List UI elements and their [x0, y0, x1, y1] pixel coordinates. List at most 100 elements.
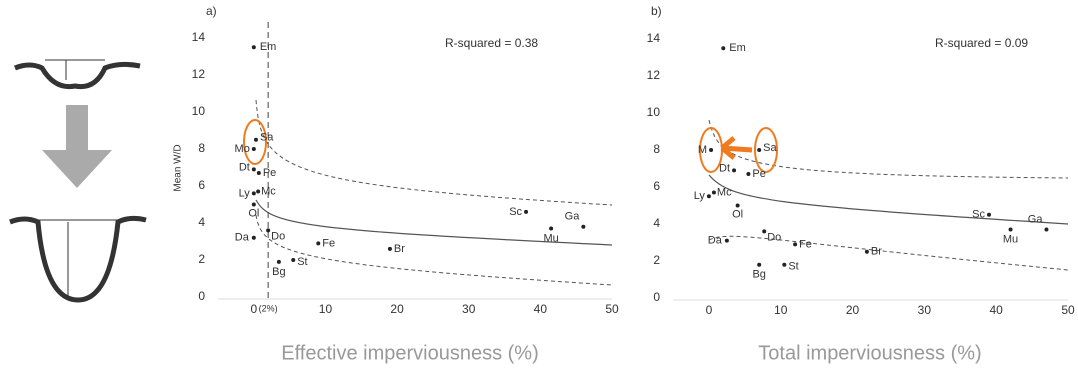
point-label: Dt — [239, 161, 250, 173]
point-label: Mu — [543, 232, 558, 244]
y-tick-label: 2 — [198, 252, 205, 266]
x-tick-label: 0 — [250, 302, 257, 316]
y-tick-label: 12 — [647, 68, 661, 82]
point — [251, 167, 256, 172]
point-label: Mu — [1003, 233, 1018, 245]
point-label: Ly — [694, 190, 706, 202]
annotation: R-squared = 0.09 — [935, 36, 1028, 50]
y-tick-label: 0 — [198, 289, 205, 303]
point-label: Em — [729, 42, 746, 54]
fit-curves-b — [708, 119, 1069, 271]
point-label: Em — [260, 41, 277, 53]
x-tick-label: 20 — [390, 302, 404, 316]
x-tick-label: 30 — [918, 303, 932, 317]
point — [256, 189, 261, 194]
point — [253, 137, 258, 142]
point-label: Mc — [261, 185, 276, 197]
point — [251, 235, 256, 240]
panel-label: a) — [206, 4, 217, 18]
point — [721, 46, 726, 51]
point — [709, 148, 714, 152]
point-label: Bg — [752, 269, 765, 281]
y-tick-label: 0 — [653, 290, 660, 304]
x-tick-label: 40 — [534, 302, 548, 316]
y-tick-label: 6 — [653, 179, 660, 193]
point-label: Mc — [717, 186, 732, 198]
point — [266, 228, 271, 233]
point — [793, 242, 798, 247]
x-tick-label: 50 — [1061, 303, 1075, 317]
point-label: Ga — [565, 211, 581, 223]
x-tick-label: 40 — [990, 303, 1004, 317]
point-label: Sa — [260, 132, 274, 144]
point — [276, 259, 281, 264]
point — [251, 202, 256, 207]
point-label: St — [297, 256, 307, 268]
point-label: Fe — [322, 237, 335, 249]
point — [724, 238, 729, 243]
point — [732, 168, 737, 173]
point-label: Sc — [509, 206, 522, 218]
y-tick-label: 6 — [198, 178, 205, 192]
point — [251, 191, 256, 196]
point — [291, 258, 296, 262]
point — [316, 241, 321, 246]
point — [782, 262, 787, 267]
x-tick-label: 50 — [605, 302, 619, 316]
point-label: Mo — [235, 143, 250, 155]
fit-curves-a — [255, 99, 613, 286]
point-label: Sa — [763, 142, 777, 154]
y-tick-label: 10 — [647, 105, 661, 119]
point-label: Ga — [1028, 213, 1044, 225]
point-label: Sc — [972, 209, 985, 221]
y-tick-label: 4 — [653, 216, 660, 230]
point-label: Pe — [263, 167, 276, 179]
point — [549, 226, 554, 231]
point-label: Br — [871, 246, 882, 258]
x-tick-label: 0 — [706, 303, 713, 317]
point-label: Da — [235, 232, 250, 244]
x-tick-label: 20 — [846, 303, 860, 317]
point-label: Da — [708, 235, 723, 247]
y-tick-label: 4 — [198, 215, 205, 229]
point — [987, 212, 991, 217]
point-label: M — [698, 144, 707, 156]
point-label: Br — [394, 243, 405, 255]
point-label: St — [788, 261, 798, 273]
annotation: R-squared = 0.38 — [445, 36, 538, 50]
y-tick-label: 2 — [653, 253, 660, 267]
y-axis-label: Mean W/D — [173, 144, 184, 191]
point — [735, 203, 740, 208]
threshold-label: (2%) — [259, 303, 278, 313]
y-tick-label: 14 — [192, 30, 206, 44]
point — [1044, 227, 1049, 232]
point-label: Do — [767, 231, 781, 243]
point — [757, 148, 762, 152]
point-label: Fe — [799, 238, 812, 250]
point — [762, 229, 767, 234]
y-tick-label: 8 — [198, 141, 205, 155]
point — [251, 147, 256, 151]
point-label: Dt — [719, 162, 730, 174]
point-label: Ly — [239, 187, 251, 199]
point-label: Ol — [732, 208, 743, 220]
x-axis-label: Effective imperviousness (%) — [281, 342, 539, 364]
point-label: Pe — [752, 168, 765, 180]
point — [256, 171, 261, 176]
x-axis-label: Total imperviousness (%) — [758, 342, 981, 364]
x-tick-label: 10 — [319, 302, 333, 316]
point-label: Ol — [248, 207, 259, 219]
panel-label: b) — [651, 4, 662, 18]
point — [1008, 227, 1013, 232]
point — [757, 262, 762, 267]
point — [251, 45, 256, 50]
point-label: Bg — [272, 266, 285, 278]
y-tick-label: 8 — [653, 142, 660, 156]
point — [746, 172, 751, 177]
x-tick-label: 10 — [774, 303, 788, 317]
point — [387, 246, 392, 251]
point — [524, 209, 529, 214]
y-tick-label: 12 — [192, 67, 206, 81]
x-tick-label: 30 — [462, 302, 476, 316]
